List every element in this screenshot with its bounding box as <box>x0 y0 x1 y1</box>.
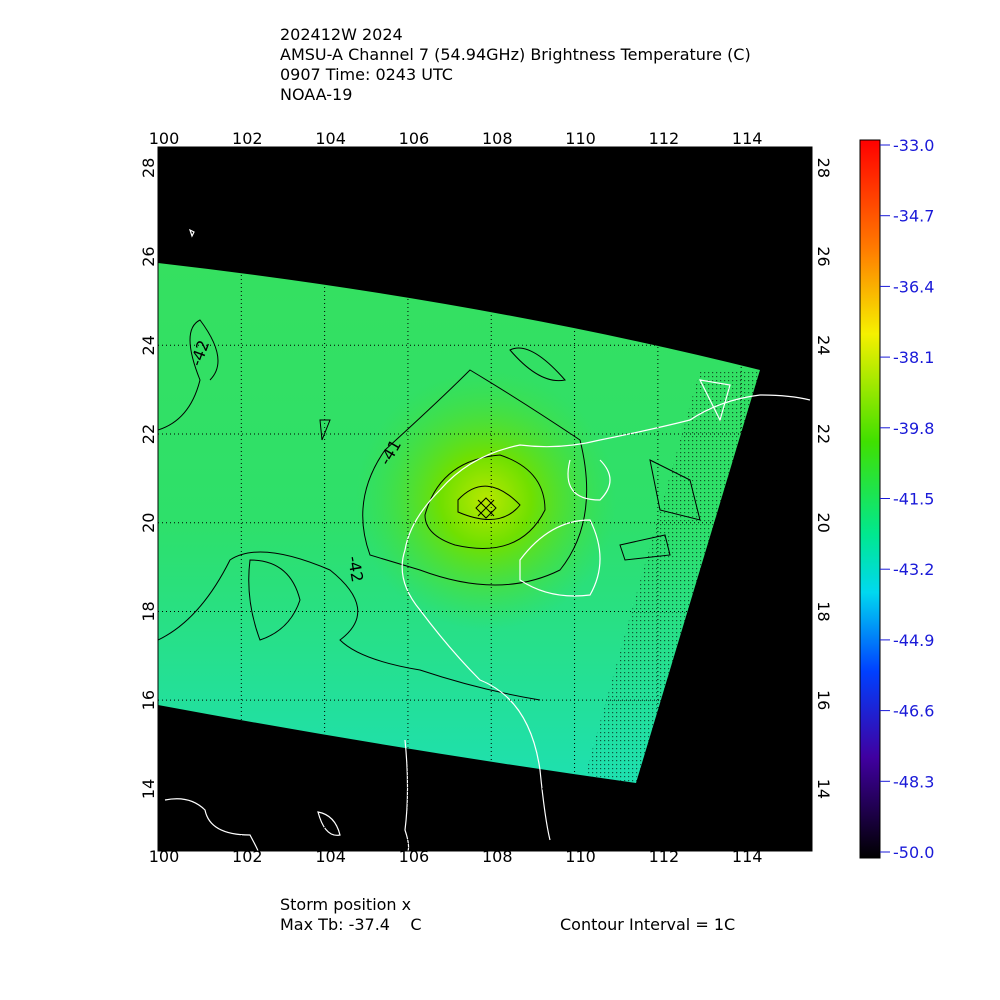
lon-tick-label: 108 <box>482 847 513 866</box>
lat-tick-label: 28 <box>139 158 158 178</box>
contour-label: -42 <box>344 555 367 584</box>
lat-tick-label: 14 <box>139 779 158 799</box>
colorbar-label: -38.1 <box>893 348 934 367</box>
map-frame <box>157 146 813 852</box>
lon-tick-label: 110 <box>565 847 596 866</box>
lat-tick-label: 16 <box>139 690 158 710</box>
lon-tick-label: 112 <box>649 847 680 866</box>
header: 202412W 2024 AMSU-A Channel 7 (54.94GHz)… <box>280 25 751 104</box>
lat-tick-label: 24 <box>814 335 833 355</box>
edge-stipple <box>585 370 760 783</box>
lat-tick-label: 14 <box>814 779 833 799</box>
max-tb: Max Tb: -37.4 C <box>280 915 421 934</box>
storm-marker <box>475 497 497 519</box>
lon-tick-label: 104 <box>315 129 346 148</box>
storm-position: Storm position x <box>280 895 411 914</box>
lon-tick-label: 100 <box>149 847 180 866</box>
colorbar-label: -44.9 <box>893 631 934 650</box>
colorbar <box>859 139 881 859</box>
colorbar-label: -43.2 <box>893 560 934 579</box>
lat-tick-label: 22 <box>814 424 833 444</box>
colorbar-label: -39.8 <box>893 419 934 438</box>
lon-tick-label: 108 <box>482 129 513 148</box>
lon-tick-label: 106 <box>399 847 430 866</box>
colorbar-label: -46.6 <box>893 702 934 721</box>
map-plot: -42-41-42 <box>158 147 812 851</box>
colorbar-label: -33.0 <box>893 136 934 155</box>
lat-tick-label: 20 <box>139 513 158 533</box>
lon-tick-label: 100 <box>149 129 180 148</box>
title-line: AMSU-A Channel 7 (54.94GHz) Brightness T… <box>280 45 751 64</box>
lon-tick-label: 102 <box>232 847 263 866</box>
footer: Storm position x Max Tb: -37.4 C Contour… <box>280 895 735 934</box>
lon-tick-label: 112 <box>649 129 680 148</box>
contour-interval: Contour Interval = 1C <box>560 915 735 934</box>
lat-tick-label: 26 <box>139 246 158 266</box>
colorbar-label: -36.4 <box>893 277 934 296</box>
title-line: 202412W 2024 <box>280 25 403 44</box>
lon-tick-label: 106 <box>399 129 430 148</box>
colorbar-label: -34.7 <box>893 207 934 226</box>
lat-tick-label: 26 <box>814 246 833 266</box>
title-line: NOAA-19 <box>280 85 352 104</box>
title-line: 0907 Time: 0243 UTC <box>280 65 453 84</box>
lon-tick-label: 110 <box>565 129 596 148</box>
lat-tick-label: 24 <box>139 335 158 355</box>
lat-tick-label: 28 <box>814 158 833 178</box>
lon-tick-label: 114 <box>732 847 763 866</box>
lat-tick-label: 20 <box>814 513 833 533</box>
lon-tick-label: 104 <box>315 847 346 866</box>
colorbar-label: -41.5 <box>893 490 934 509</box>
lat-tick-label: 22 <box>139 424 158 444</box>
lat-tick-label: 18 <box>814 601 833 621</box>
lon-tick-label: 102 <box>232 129 263 148</box>
colorbar-label: -48.3 <box>893 772 934 791</box>
lat-tick-label: 18 <box>139 601 158 621</box>
lon-tick-label: 114 <box>732 129 763 148</box>
colorbar-label: -50.0 <box>893 843 934 862</box>
contours <box>158 319 701 701</box>
lat-tick-label: 16 <box>814 690 833 710</box>
coastline <box>164 228 811 851</box>
